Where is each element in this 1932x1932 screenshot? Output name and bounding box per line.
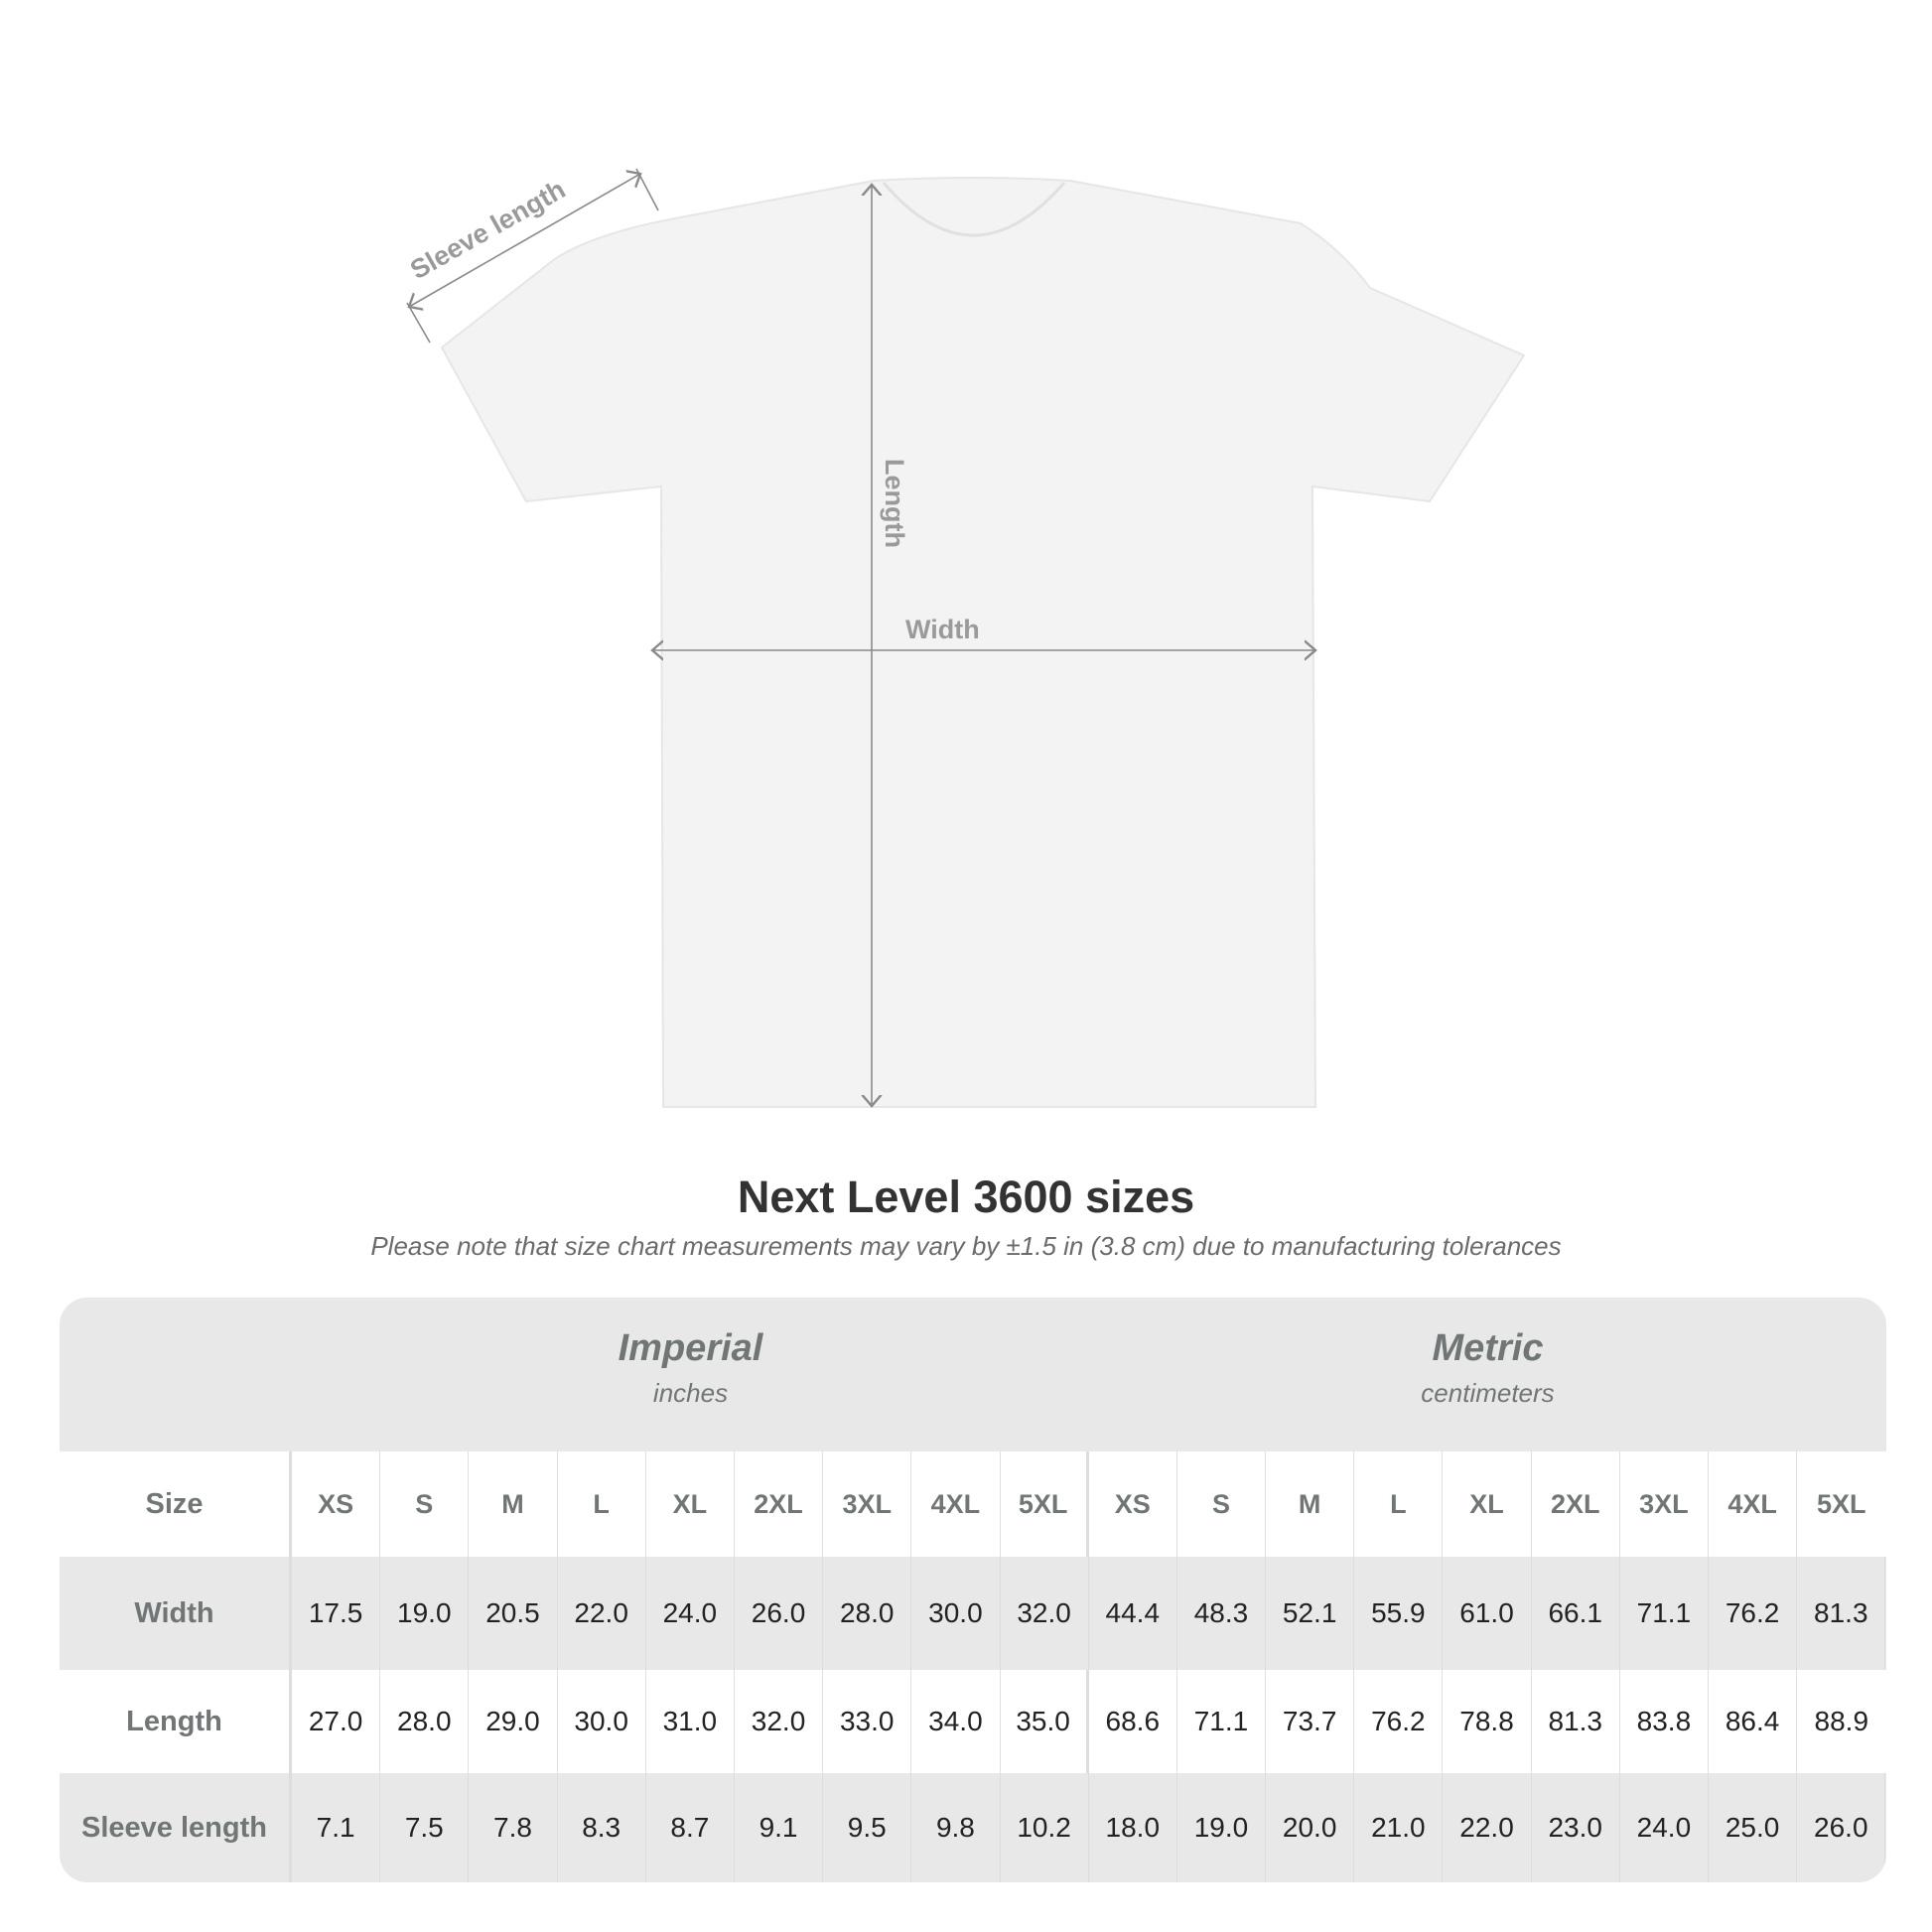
size-table: Imperial inches Metric centimeters Size X… [60,1298,1886,1882]
metric-value-cell: 44.4 [1089,1557,1177,1670]
imperial-value-cell: 32.0 [1001,1557,1089,1670]
metric-value-cell: 71.1 [1177,1670,1267,1773]
width-label: Width [905,615,980,644]
metric-value-cell: 61.0 [1443,1557,1532,1670]
metric-value-cell: 19.0 [1177,1773,1267,1882]
metric-value-cell: 83.8 [1620,1670,1709,1773]
imperial-size-header: L [558,1451,646,1557]
tshirt-diagram: Sleeve length Length Width [405,168,1526,1108]
imperial-value-cell: 7.8 [469,1773,558,1882]
imperial-value-cell: 32.0 [735,1670,824,1773]
metric-size-header: XL [1443,1451,1532,1557]
imperial-value-cell: 28.0 [823,1557,912,1670]
metric-value-cell: 22.0 [1443,1773,1532,1882]
metric-value-cell: 20.0 [1266,1773,1355,1882]
imperial-value-cell: 9.1 [735,1773,824,1882]
imperial-value-cell: 8.7 [646,1773,735,1882]
metric-value-cell: 78.8 [1443,1670,1532,1773]
metric-value-cell: 73.7 [1266,1670,1355,1773]
metric-size-header: 3XL [1620,1451,1709,1557]
metric-value-cell: 18.0 [1089,1773,1177,1882]
imperial-value-cell: 9.8 [911,1773,1001,1882]
metric-size-header: L [1354,1451,1444,1557]
metric-value-cell: 86.4 [1709,1670,1798,1773]
imperial-size-header: S [380,1451,470,1557]
length-label: Length [880,459,909,548]
page-title: Next Level 3600 sizes [737,1172,1195,1222]
imperial-value-cell: 8.3 [558,1773,646,1882]
metric-value-cell: 23.0 [1532,1773,1620,1882]
metric-size-header: XS [1089,1451,1177,1557]
tshirt-shape [440,177,1526,1108]
imperial-value-cell: 17.5 [292,1557,381,1670]
metric-unit: centimeters [1421,1378,1555,1408]
metric-value-cell: 88.9 [1814,1706,1869,1736]
imperial-value-cell: 26.0 [735,1557,824,1670]
row-label: Length [60,1670,292,1773]
imperial-value-cell: 27.0 [292,1670,381,1773]
imperial-value-cell: 30.0 [911,1557,1001,1670]
sleeve-tick-outer [406,302,431,344]
imperial-value-cell: 7.5 [380,1773,470,1882]
imperial-size-header: 3XL [823,1451,912,1557]
imperial-size-header: XL [646,1451,735,1557]
metric-value-cell: 24.0 [1620,1773,1709,1882]
imperial-size-header: M [469,1451,558,1557]
imperial-value-cell: 9.5 [823,1773,912,1882]
imperial-value-cell: 7.1 [292,1773,381,1882]
imperial-group-header: Imperial inches [292,1298,1089,1451]
imperial-value-cell: 24.0 [646,1557,735,1670]
row-label: Width [60,1557,292,1670]
metric-group-header: Metric centimeters [1089,1298,1886,1451]
metric-value-cell: 76.2 [1354,1670,1444,1773]
imperial-value-cell: 19.0 [380,1557,470,1670]
imperial-size-header: 2XL [735,1451,824,1557]
tshirt-collar [882,182,1066,237]
metric-size-header: M [1266,1451,1355,1557]
imperial-title: Imperial [618,1327,763,1369]
metric-title: Metric [1432,1327,1544,1369]
metric-value-cell: 52.1 [1266,1557,1355,1670]
metric-value-cell: 55.9 [1354,1557,1444,1670]
imperial-value-cell: 31.0 [646,1670,735,1773]
imperial-size-header: XS [292,1451,381,1557]
size-header-row: Size XS S M L XL 2XL 3XL 4XL 5XL XS S M L XL 2XL 3XL 4XL 5… [60,1451,1886,1557]
metric-size-header: 5XL [1817,1488,1866,1519]
tolerance-note: Please note that size chart measurements… [370,1231,1562,1261]
row-label: Size [60,1451,292,1557]
table-row: Length 27.0 28.0 29.0 30.0 31.0 32.0 33.0 34.0 35… [60,1670,1886,1773]
imperial-value-cell: 34.0 [911,1670,1001,1773]
metric-value-cell: 68.6 [1089,1670,1177,1773]
metric-value-cell: 66.1 [1532,1557,1620,1670]
imperial-unit: inches [652,1378,729,1408]
imperial-value-cell: 30.0 [558,1670,646,1773]
imperial-value-cell: 29.0 [469,1670,558,1773]
imperial-value-cell: 10.2 [1001,1773,1089,1882]
imperial-value-cell: 20.5 [469,1557,558,1670]
table-row: Sleeve length 7.1 7.5 7.8 8.3 8.7 9.1 9.5 9.8 10.… [60,1773,1886,1882]
imperial-value-cell: 35.0 [1001,1670,1089,1773]
metric-value-cell: 71.1 [1620,1557,1709,1670]
imperial-value-cell: 33.0 [823,1670,912,1773]
sleeve-length-arrow [409,174,640,307]
metric-value-cell: 48.3 [1177,1557,1267,1670]
metric-size-header: 4XL [1709,1451,1798,1557]
metric-size-header: S [1177,1451,1267,1557]
metric-value-cell: 26.0 [1797,1773,1886,1882]
row-label: Sleeve length [60,1773,292,1882]
metric-value-cell: 81.3 [1532,1670,1620,1773]
imperial-size-header: 5XL [1001,1451,1089,1557]
metric-size-header: 2XL [1532,1451,1620,1557]
imperial-value-cell: 28.0 [380,1670,470,1773]
table-row: Width 17.5 19.0 20.5 22.0 24.0 26.0 28.0 30.0 32.… [60,1557,1886,1670]
metric-value-cell: 21.0 [1354,1773,1444,1882]
metric-value-cell: 76.2 [1709,1557,1798,1670]
sleeve-tick-inner [635,168,659,211]
metric-value-cell: 25.0 [1709,1773,1798,1882]
metric-value-cell: 81.3 [1797,1557,1886,1670]
imperial-value-cell: 22.0 [558,1557,646,1670]
imperial-size-header: 4XL [911,1451,1001,1557]
